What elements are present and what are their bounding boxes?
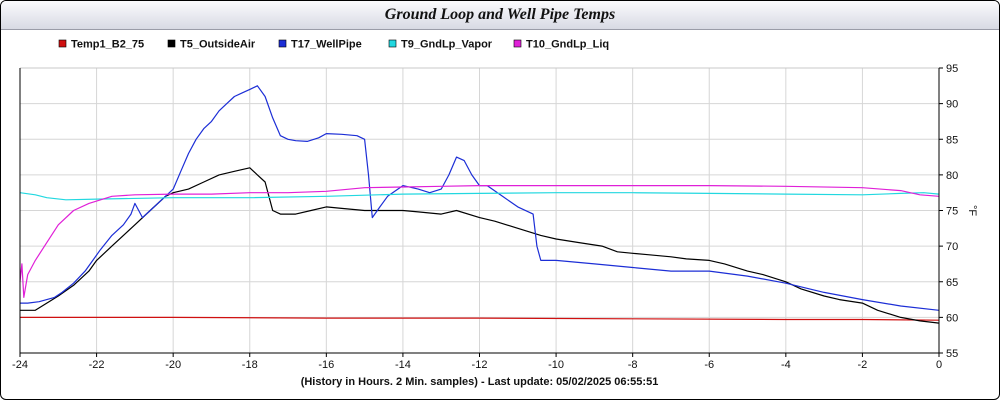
x-tick-label: -22 [89, 359, 105, 371]
x-tick-label: -6 [704, 359, 714, 371]
x-axis-label: (History in Hours. 2 Min. samples) - Las… [301, 376, 659, 388]
x-tick-label: -24 [12, 359, 28, 371]
x-tick-label: -10 [548, 359, 564, 371]
y-tick-label: 90 [946, 99, 958, 111]
legend-swatch [388, 39, 397, 48]
legend-label: T10_GndLp_Liq [526, 39, 609, 51]
legend-label: T17_WellPipe [291, 39, 362, 51]
legend-label: T9_GndLp_Vapor [401, 39, 493, 51]
series-line-temp1-b2-75 [20, 316, 940, 321]
legend-swatch [167, 39, 176, 48]
x-tick-label: -20 [165, 359, 181, 371]
y-axis-label: °F [966, 205, 978, 216]
y-tick-label: 55 [946, 348, 958, 360]
x-tick-label: -14 [395, 359, 411, 371]
x-tick-label: -16 [318, 359, 334, 371]
x-tick-label: -12 [472, 359, 488, 371]
x-tick-label: -4 [781, 359, 791, 371]
legend: Temp1_B2_75 T5_OutsideAir T17_WellPipe T9_G… [58, 39, 609, 51]
legend-swatch [58, 39, 67, 48]
x-tick-label: -8 [628, 359, 638, 371]
x-tick-label: 0 [936, 359, 942, 371]
legend-swatch [278, 39, 287, 48]
series-line-t17-wellpipe [20, 85, 940, 311]
y-tick-label: 75 [946, 206, 958, 218]
series-line-t9-gndlp-vapor [19, 192, 940, 201]
chart-grid [20, 68, 939, 353]
chart-series [19, 85, 940, 324]
legend-label: T5_OutsideAir [180, 39, 256, 51]
x-tick-label: -2 [858, 359, 868, 371]
title-bar: Ground Loop and Well Pipe Temps [1, 1, 999, 30]
y-tick-label: 95 [946, 63, 958, 75]
legend-label: Temp1_B2_75 [71, 39, 144, 51]
y-tick-label: 60 [946, 312, 958, 324]
y-tick-label: 85 [946, 134, 958, 146]
y-tick-label: 80 [946, 170, 958, 182]
chart-ticks: -24 -22 -20 -18 -16 -14 -12 -10 -8 -6 -4 -2 05560657… [12, 63, 958, 371]
y-tick-label: 70 [946, 241, 958, 253]
legend-swatch [513, 39, 522, 48]
series-line-t10-gndlp-liq [19, 185, 940, 298]
y-tick-label: 65 [946, 277, 958, 289]
chart-title: Ground Loop and Well Pipe Temps [384, 6, 616, 23]
x-tick-label: -18 [242, 359, 258, 371]
